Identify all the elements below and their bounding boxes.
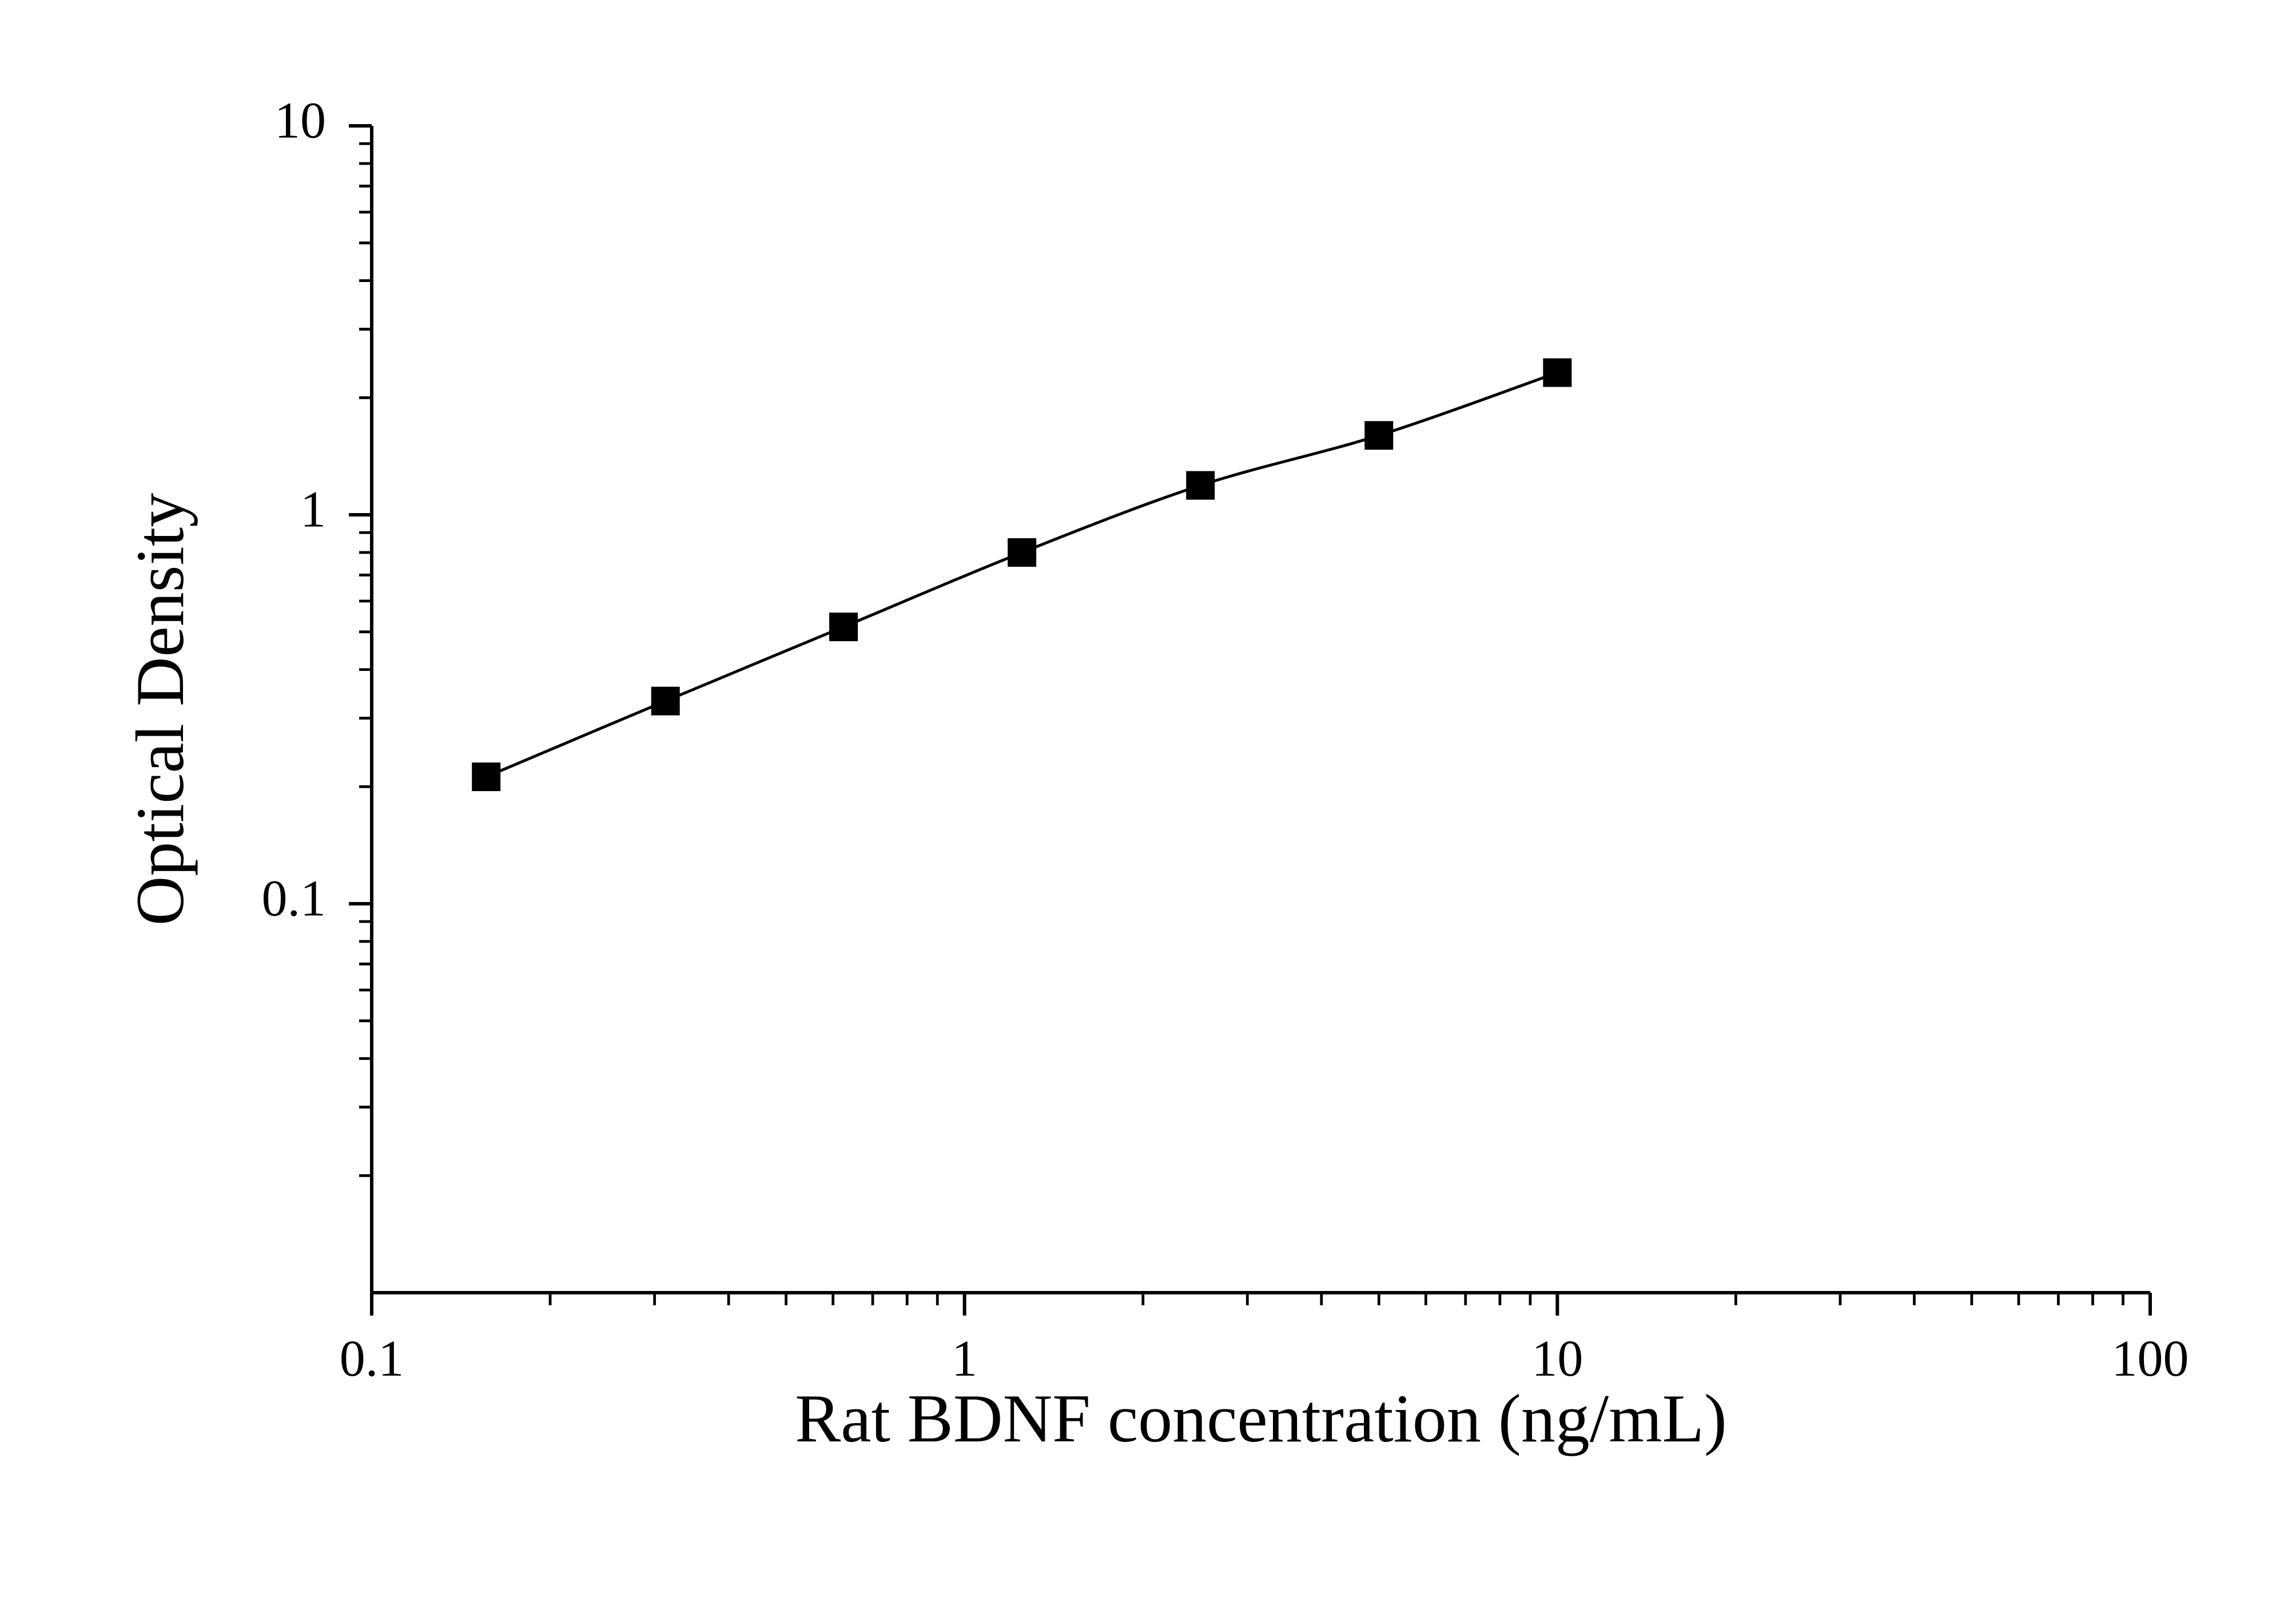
data-marker xyxy=(652,688,679,715)
x-tick-label: 0.1 xyxy=(340,1330,404,1387)
x-axis-title: Rat BDNF concentration (ng/mL) xyxy=(795,1380,1727,1456)
x-tick-label: 1 xyxy=(952,1330,977,1387)
data-marker xyxy=(1543,359,1571,386)
data-marker xyxy=(472,763,500,790)
chart-container: 0.11101000.1110Rat BDNF concentration (n… xyxy=(0,0,2296,1605)
data-marker xyxy=(830,613,857,641)
x-tick-label: 10 xyxy=(1531,1330,1583,1387)
y-axis-title: Optical Density xyxy=(122,493,198,926)
chart-svg: 0.11101000.1110Rat BDNF concentration (n… xyxy=(0,0,2296,1605)
data-marker xyxy=(1187,472,1214,499)
y-tick-label: 0.1 xyxy=(262,871,327,927)
data-marker xyxy=(1365,422,1392,449)
x-tick-label: 100 xyxy=(2112,1330,2189,1387)
y-tick-label: 10 xyxy=(274,93,326,149)
y-tick-label: 1 xyxy=(300,482,326,538)
data-marker xyxy=(1008,539,1036,566)
